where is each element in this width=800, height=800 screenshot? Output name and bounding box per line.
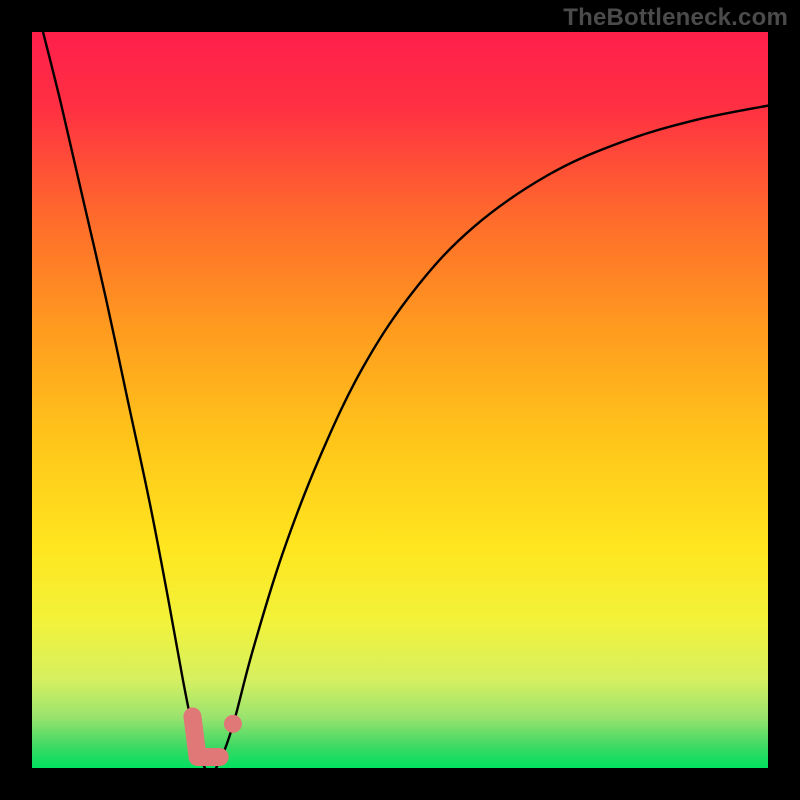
highlight-l-marker [192,716,219,756]
plot-area [32,32,768,768]
bottleneck-curve-left [43,32,205,768]
chart-frame: TheBottleneck.com [0,0,800,800]
highlight-dot [224,715,242,733]
bottleneck-curve-right [216,106,768,768]
watermark-text: TheBottleneck.com [563,4,788,32]
curve-layer [32,32,768,768]
